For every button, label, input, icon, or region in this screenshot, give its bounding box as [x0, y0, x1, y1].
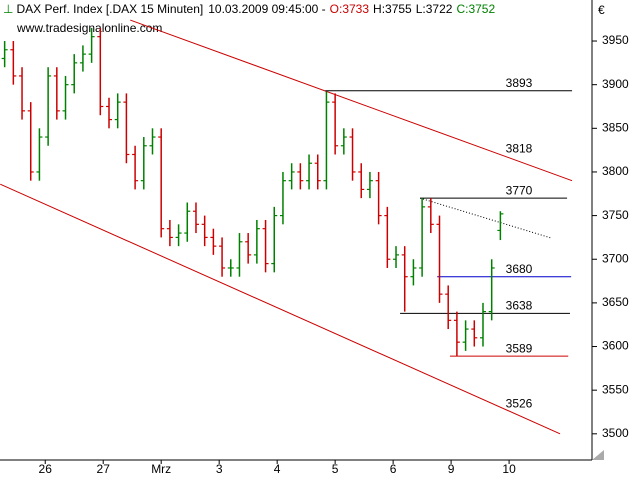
channel-label: 3526 — [506, 396, 533, 410]
y-tick-label: 3600 — [602, 339, 629, 353]
watermark: www.tradesignalonline.com — [16, 21, 162, 35]
trend-line-dotted — [419, 197, 553, 239]
y-tick-label: 3700 — [602, 251, 629, 265]
x-tick-label: 6 — [390, 462, 397, 476]
y-tick-label: 3850 — [602, 120, 629, 134]
header-quotes: O:3733 H:3755 L:3722 C:3752 — [330, 2, 496, 16]
header-title: DAX Perf. Index [.DAX 15 Minuten] — [16, 2, 203, 16]
y-tick-label: 3950 — [602, 33, 629, 47]
x-tick-label: 26 — [39, 462, 53, 476]
corner — [592, 450, 604, 460]
quote: O:3733 — [330, 2, 370, 16]
currency: € — [598, 3, 605, 17]
x-tick-label: 3 — [216, 462, 223, 476]
x-tick-label: 10 — [502, 462, 516, 476]
header-icon: ⊥ — [3, 2, 13, 16]
header-time: 10.03.2009 09:45:00 - — [208, 2, 325, 16]
quote: L:3722 — [416, 2, 453, 16]
y-tick-label: 3550 — [602, 382, 629, 396]
channel-line — [130, 19, 573, 182]
y-tick-label: 3750 — [602, 208, 629, 222]
level-label: 3638 — [506, 299, 533, 313]
quote: H:3755 — [373, 2, 412, 16]
x-tick-label: Mrz — [151, 462, 171, 476]
level-label: 3770 — [506, 183, 533, 197]
quote: C:3752 — [456, 2, 495, 16]
y-tick-label: 3650 — [602, 295, 629, 309]
x-tick-label: 27 — [97, 462, 111, 476]
level-label: 3589 — [506, 341, 533, 355]
x-tick-label: 4 — [274, 462, 281, 476]
x-tick-label: 5 — [332, 462, 339, 476]
y-tick-label: 3800 — [602, 164, 629, 178]
y-tick-label: 3500 — [602, 426, 629, 440]
x-tick-label: 9 — [448, 462, 455, 476]
channel-label: 3818 — [506, 141, 533, 155]
y-tick-label: 3900 — [602, 77, 629, 91]
level-label: 3893 — [506, 76, 533, 90]
level-label: 3680 — [506, 262, 533, 276]
header: ⊥ DAX Perf. Index [.DAX 15 Minuten] 10.03.… — [3, 2, 495, 16]
channel-line — [0, 183, 561, 435]
